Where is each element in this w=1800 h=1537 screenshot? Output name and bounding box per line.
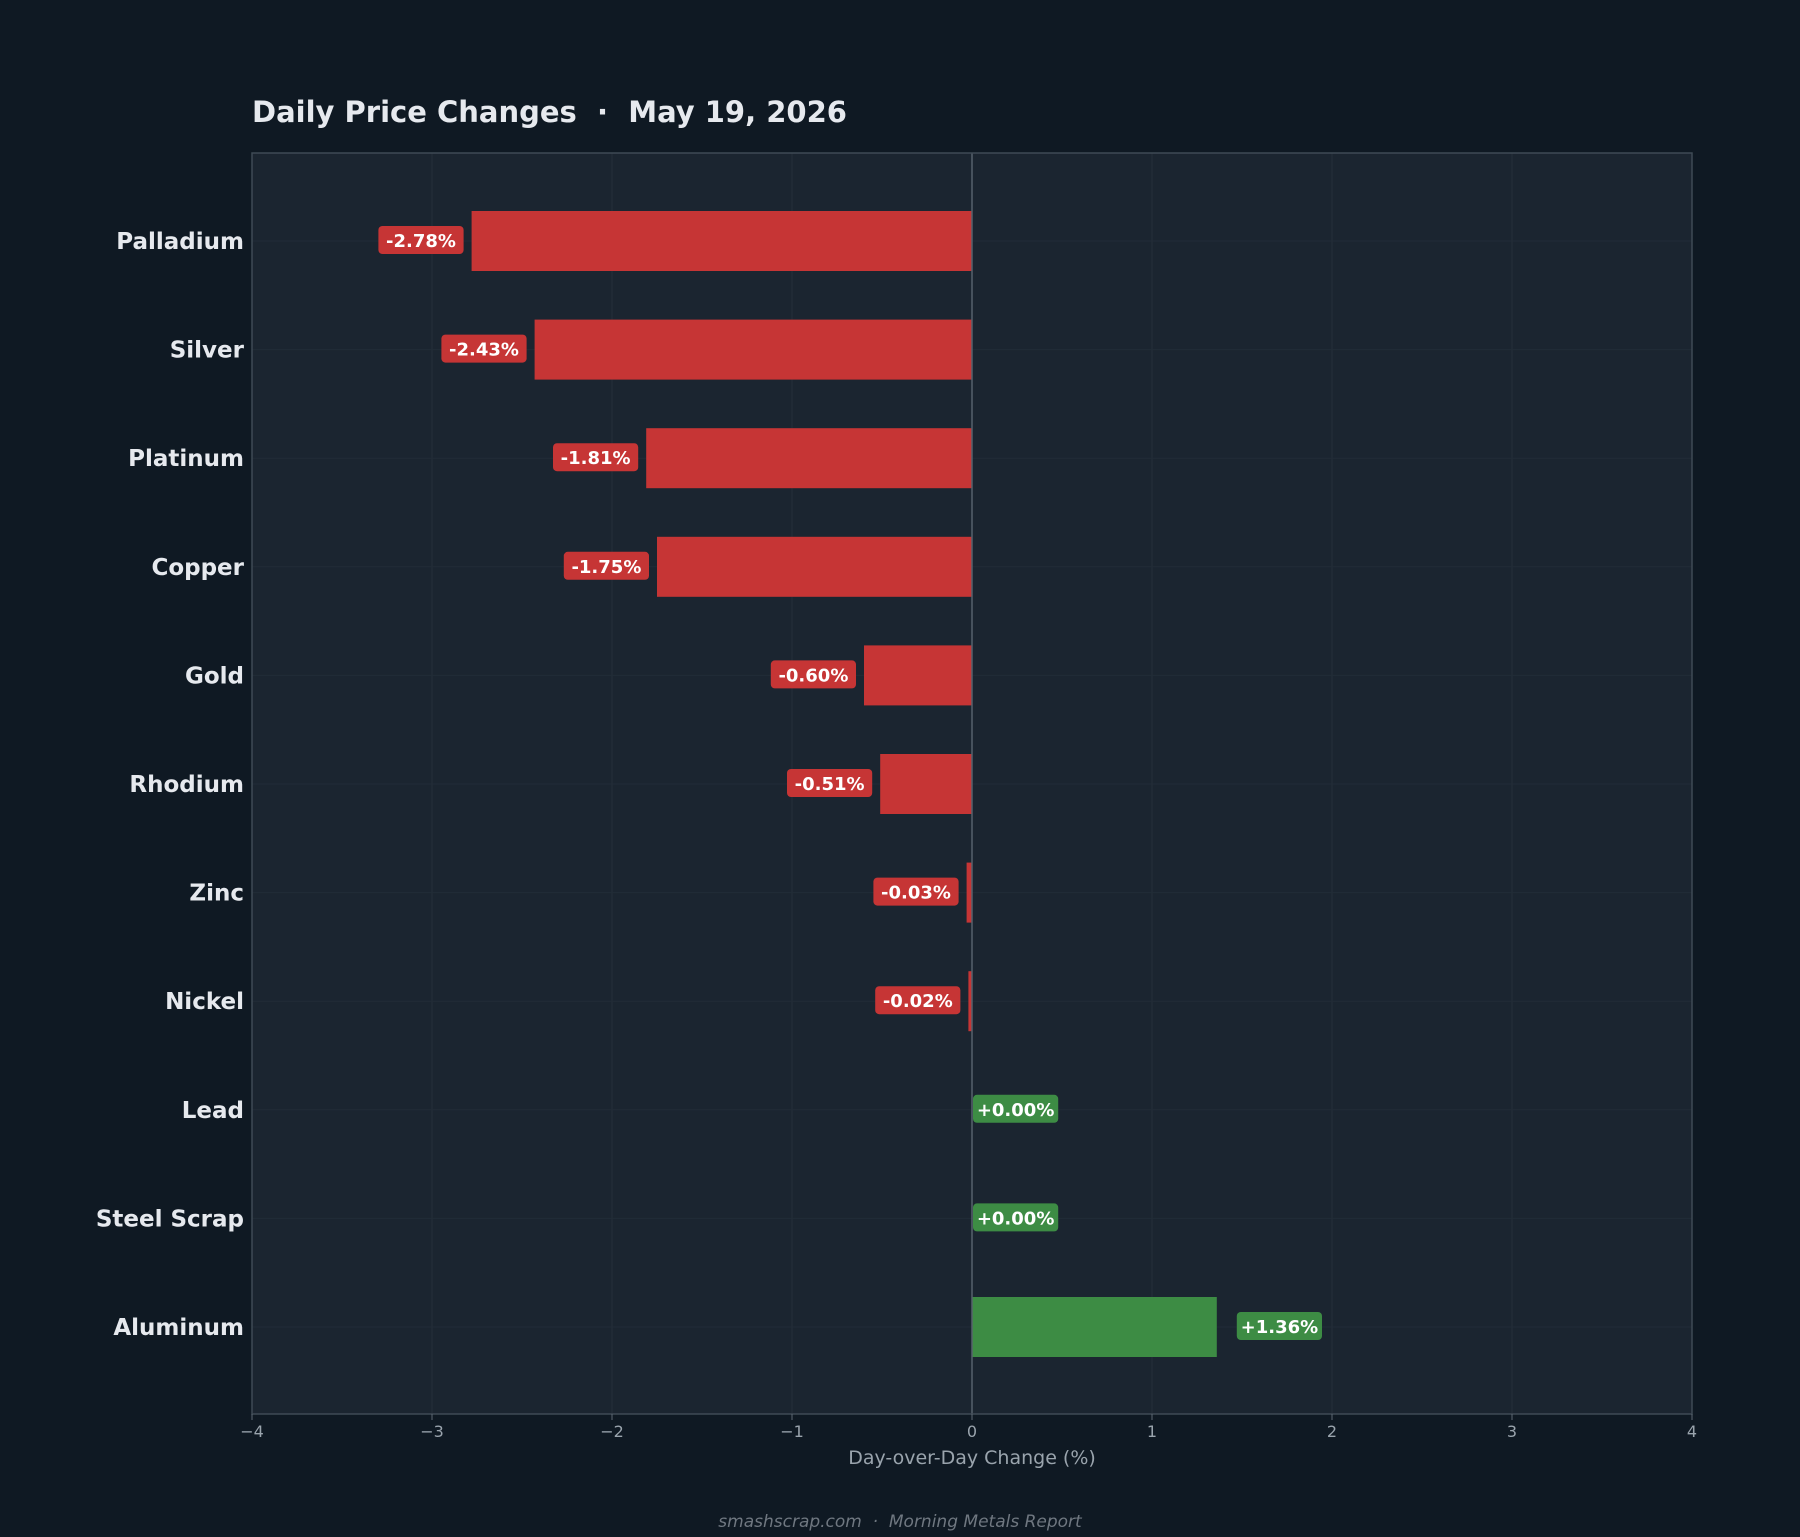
data-label: -0.03% bbox=[873, 877, 959, 906]
bar bbox=[471, 211, 972, 271]
data-label-text: -2.43% bbox=[449, 340, 519, 361]
x-tick-label: 3 bbox=[1507, 1422, 1517, 1441]
bar bbox=[966, 862, 972, 923]
data-label: -2.78% bbox=[378, 226, 464, 254]
data-label-text: +0.00% bbox=[977, 1100, 1055, 1121]
bar bbox=[968, 971, 972, 1032]
data-label-badge bbox=[875, 986, 961, 1015]
bars bbox=[471, 211, 1217, 1357]
data-label-text: -0.51% bbox=[795, 774, 865, 795]
category-label: Gold bbox=[185, 663, 244, 689]
category-label: Silver bbox=[170, 338, 245, 364]
data-labels: -2.78% -2.43% -1.81% -1.75% -0.60% -0.51% -0.0… bbox=[378, 226, 1322, 1340]
data-label-badge bbox=[378, 226, 464, 254]
footer-source: smashscrap.com · Morning Metals Report bbox=[718, 1512, 1083, 1532]
data-label: +0.00% bbox=[973, 1094, 1059, 1123]
data-label-text: -0.02% bbox=[883, 991, 953, 1012]
data-label-text: -0.03% bbox=[881, 883, 951, 904]
bar bbox=[864, 645, 972, 706]
category-label: Platinum bbox=[128, 446, 244, 472]
data-label-badge bbox=[441, 334, 527, 363]
bar bbox=[880, 754, 972, 814]
data-label-text: +0.00% bbox=[977, 1208, 1055, 1229]
category-label: Lead bbox=[182, 1098, 244, 1124]
data-label: -2.43% bbox=[441, 334, 527, 363]
x-tick-label: 4 bbox=[1687, 1422, 1697, 1441]
data-label: -0.02% bbox=[875, 986, 961, 1015]
data-label: -0.60% bbox=[770, 660, 856, 689]
data-label-badge bbox=[973, 1094, 1059, 1123]
category-label: Palladium bbox=[116, 229, 244, 255]
bar bbox=[972, 1297, 1217, 1357]
bar bbox=[646, 428, 972, 489]
category-labels: Palladium Silver Platinum Copper Gold Rhodium… bbox=[96, 229, 245, 1341]
chart-title: Daily Price Changes · May 19, 2026 bbox=[252, 95, 847, 129]
x-axis-ticks: −4 −3 −2 −1 0 1 2 3 4 bbox=[240, 1414, 1697, 1441]
data-label: -1.81% bbox=[553, 443, 639, 472]
bar bbox=[534, 319, 972, 380]
data-label: +1.36% bbox=[1236, 1312, 1322, 1340]
x-tick-label: 2 bbox=[1327, 1422, 1337, 1441]
data-label-text: -1.81% bbox=[561, 448, 631, 469]
category-label: Rhodium bbox=[129, 772, 244, 798]
category-label: Copper bbox=[151, 555, 244, 581]
data-label: -1.75% bbox=[563, 551, 649, 580]
category-label: Nickel bbox=[165, 989, 244, 1015]
data-label-badge bbox=[873, 877, 959, 906]
data-label-badge bbox=[1236, 1312, 1322, 1340]
category-label: Aluminum bbox=[113, 1315, 244, 1341]
data-label-text: -0.60% bbox=[778, 665, 848, 686]
data-label-text: +1.36% bbox=[1241, 1317, 1319, 1338]
category-label: Zinc bbox=[189, 881, 244, 907]
data-label-badge bbox=[553, 443, 639, 472]
bar bbox=[657, 536, 972, 597]
x-tick-label: 1 bbox=[1147, 1422, 1157, 1441]
x-tick-label: −4 bbox=[240, 1422, 264, 1441]
x-tick-label: 0 bbox=[967, 1422, 977, 1441]
x-tick-label: −3 bbox=[420, 1422, 444, 1441]
x-axis-label: Day-over-Day Change (%) bbox=[848, 1447, 1096, 1469]
data-label-badge bbox=[770, 660, 856, 689]
data-label-badge bbox=[973, 1203, 1059, 1232]
x-tick-label: −2 bbox=[600, 1422, 624, 1441]
x-tick-label: −1 bbox=[780, 1422, 804, 1441]
data-label: -0.51% bbox=[787, 769, 873, 797]
data-label-badge bbox=[787, 769, 873, 797]
data-label-text: -2.78% bbox=[386, 231, 456, 252]
category-label: Steel Scrap bbox=[96, 1206, 244, 1232]
data-label-badge bbox=[563, 551, 649, 580]
data-label-text: -1.75% bbox=[571, 557, 641, 578]
data-label: +0.00% bbox=[973, 1203, 1059, 1232]
